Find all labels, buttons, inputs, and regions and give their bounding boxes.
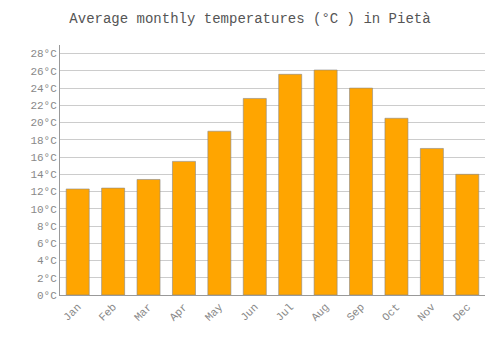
svg-text:Oct: Oct [380,301,402,323]
svg-text:28°C: 28°C [30,48,57,60]
svg-text:12°C: 12°C [30,186,57,198]
svg-text:Average monthly temperatures (: Average monthly temperatures (°C ) in Pi… [69,11,430,27]
svg-text:8°C: 8°C [37,221,57,233]
svg-text:Jul: Jul [274,301,296,323]
svg-text:Aug: Aug [309,301,331,323]
svg-text:Sep: Sep [345,301,367,323]
svg-text:6°C: 6°C [37,238,57,250]
svg-text:10°C: 10°C [30,204,57,216]
svg-text:2°C: 2°C [37,273,57,285]
svg-text:Jan: Jan [61,301,83,323]
svg-text:0°C: 0°C [37,290,57,302]
svg-text:26°C: 26°C [30,66,57,78]
svg-text:Apr: Apr [167,301,189,323]
svg-text:Dec: Dec [451,301,473,323]
svg-text:14°C: 14°C [30,169,57,181]
svg-text:4°C: 4°C [37,255,57,267]
svg-text:May: May [203,301,226,324]
svg-text:20°C: 20°C [30,117,57,129]
svg-text:Nov: Nov [415,301,438,324]
svg-text:Feb: Feb [97,301,119,323]
svg-text:16°C: 16°C [30,152,57,164]
svg-text:18°C: 18°C [30,135,57,147]
svg-text:24°C: 24°C [30,83,57,95]
svg-text:Jun: Jun [238,301,260,323]
svg-text:22°C: 22°C [30,100,57,112]
svg-text:Mar: Mar [132,301,154,323]
